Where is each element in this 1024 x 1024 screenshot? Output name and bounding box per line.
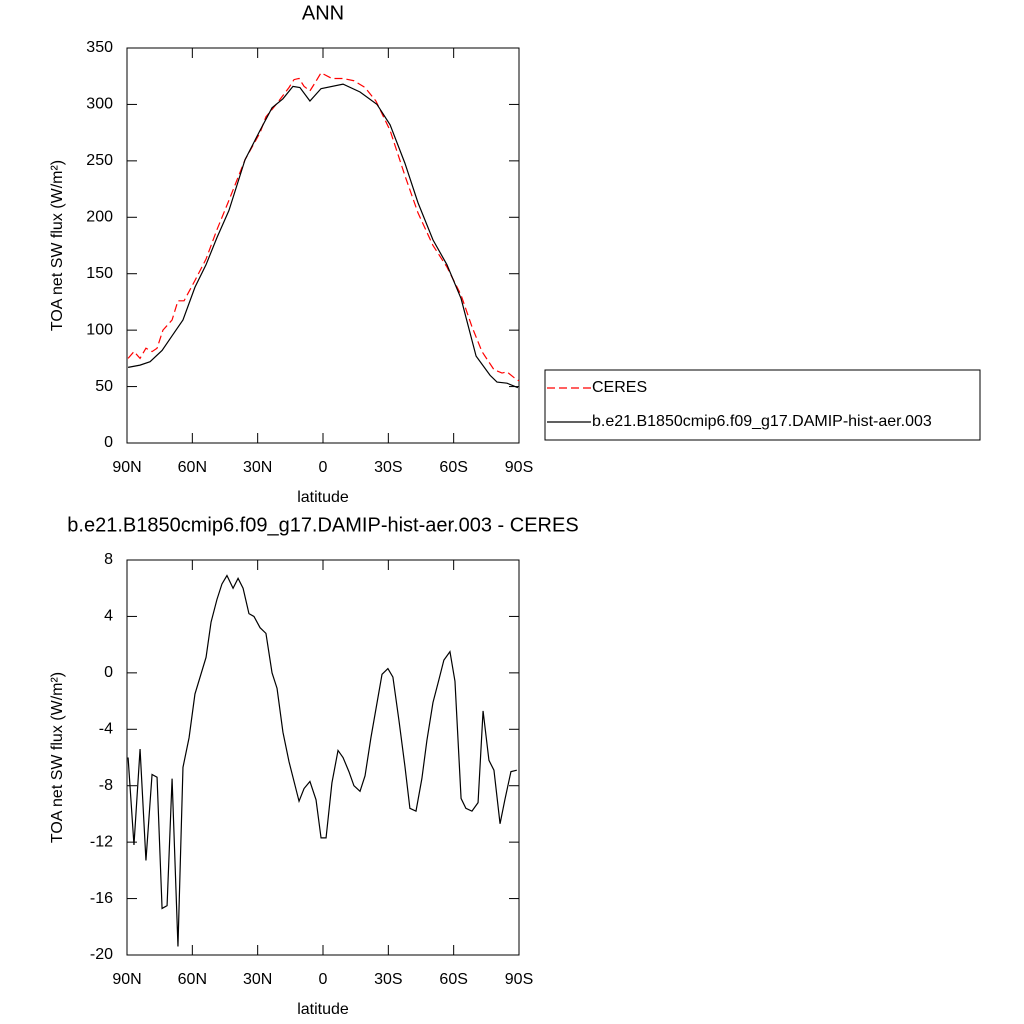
x-tick-label: 60S [439,971,467,988]
y-tick-label: 350 [86,39,113,56]
x-tick-label: 0 [319,971,328,988]
y-tick-label: -12 [90,833,113,850]
x-tick-label: 0 [319,459,328,476]
y-tick-label: 100 [86,321,113,338]
y-tick-label: 300 [86,96,113,113]
x-axis-label: latitude [297,489,349,506]
y-tick-label: -4 [99,721,113,738]
y-tick-label: -8 [99,777,113,794]
y-tick-label: 250 [86,152,113,169]
y-tick-label: -16 [90,890,113,907]
y-tick-label: 150 [86,265,113,282]
data-line [127,83,519,389]
chart-title: b.e21.B1850cmip6.f09_g17.DAMIP-hist-aer.… [67,514,578,536]
data-line [127,574,517,947]
y-tick-label: 4 [104,608,113,625]
x-tick-label: 90S [505,971,533,988]
data-line [127,72,520,382]
y-tick-label: 50 [95,378,113,395]
x-tick-label: 90S [505,459,533,476]
plot-frame [126,559,520,956]
x-tick-label: 30S [374,459,402,476]
y-tick-label: 8 [104,551,113,568]
x-tick-label: 60N [178,971,207,988]
legend-label: b.e21.B1850cmip6.f09_g17.DAMIP-hist-aer.… [592,413,932,430]
y-tick-label: 0 [104,664,113,681]
y-tick-label: -20 [90,946,113,963]
plot-frame [126,47,520,444]
x-tick-label: 60N [178,459,207,476]
y-tick-label: 0 [104,434,113,451]
legend-label: CERES [592,379,647,396]
legend-box [544,369,981,441]
x-tick-label: 30N [243,971,272,988]
x-tick-label: 30S [374,971,402,988]
x-tick-label: 90N [112,459,141,476]
x-tick-label: 60S [439,459,467,476]
x-axis-label: latitude [297,1001,349,1018]
y-axis-label: TOA net SW flux (W/m²) [49,160,66,331]
chart-title: ANN [302,2,344,24]
y-tick-label: 200 [86,209,113,226]
y-axis-label: TOA net SW flux (W/m²) [49,672,66,843]
x-tick-label: 90N [112,971,141,988]
x-tick-label: 30N [243,459,272,476]
